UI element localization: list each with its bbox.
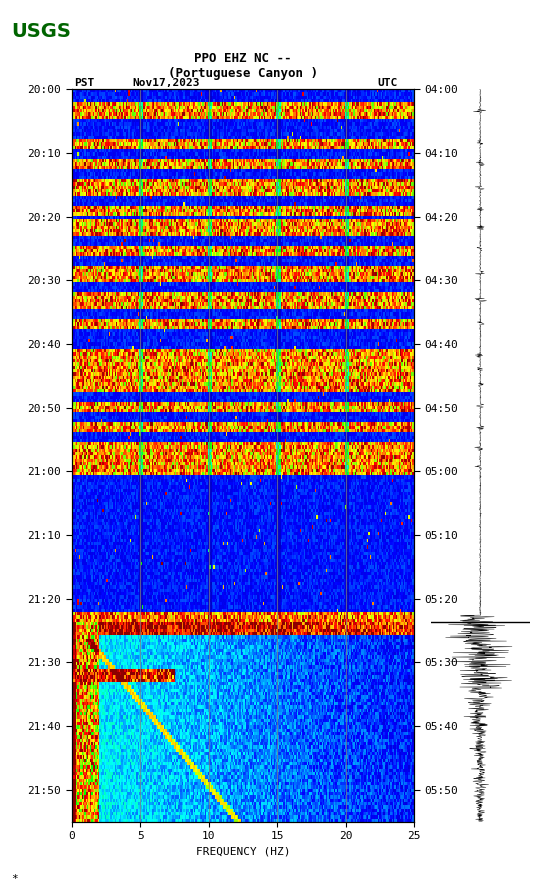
X-axis label: FREQUENCY (HZ): FREQUENCY (HZ) (195, 847, 290, 857)
Text: PPO EHZ NC --: PPO EHZ NC -- (194, 52, 291, 64)
Text: PST: PST (75, 78, 95, 88)
Text: UTC: UTC (377, 78, 397, 88)
Text: *: * (11, 874, 18, 884)
Text: USGS: USGS (11, 22, 71, 41)
Text: (Portuguese Canyon ): (Portuguese Canyon ) (168, 67, 318, 79)
Text: Nov17,2023: Nov17,2023 (132, 78, 200, 88)
